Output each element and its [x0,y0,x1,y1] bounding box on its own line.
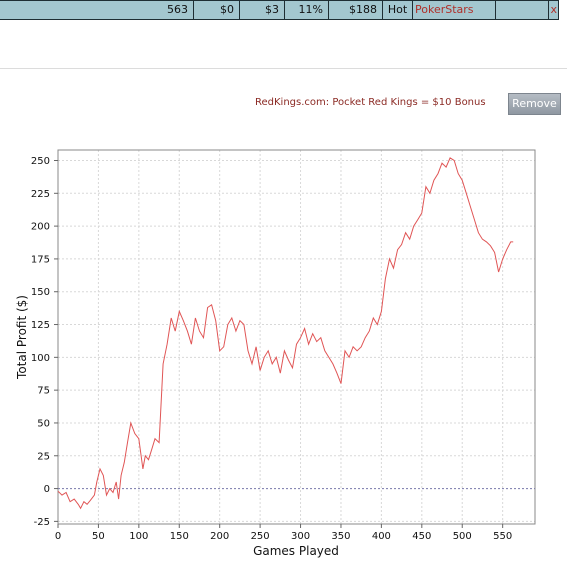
x-tick-label: 200 [210,531,229,542]
stats-cell-status: Hot [383,0,413,20]
stats-cell-games: 563 [137,0,194,20]
x-tick-label: 0 [55,531,61,542]
stats-cell-amount-1: $0 [194,0,240,20]
stats-cell-empty [496,0,549,20]
x-tick-label: 250 [251,531,270,542]
profit-series-line [57,157,514,510]
stats-cell-site-link[interactable]: PokerStars [413,0,496,20]
y-tick-label: 75 [37,386,50,397]
x-tick-label: 550 [493,531,512,542]
x-tick-label: 350 [331,531,350,542]
stats-cell-percent: 11% [285,0,329,20]
y-tick-label: 125 [31,320,50,331]
y-tick-label: 25 [37,451,50,462]
x-tick-label: 50 [92,531,105,542]
y-tick-label: 175 [31,254,50,265]
y-tick-label: -25 [34,517,50,528]
x-axis-ticks: 0 50 100 150 200 250 300 350 400 450 500 550 [55,524,512,542]
y-tick-label: 225 [31,189,50,200]
stats-cell-blank [0,0,139,20]
y-tick-label: 0 [44,484,50,495]
promo-link[interactable]: RedKings.com: Pocket Red Kings = $10 Bon… [255,97,486,108]
section-divider [0,68,567,69]
x-tick-label: 450 [412,531,431,542]
stats-cell-amount-2: $3 [240,0,285,20]
y-tick-label: 200 [31,222,50,233]
x-tick-label: 400 [372,531,391,542]
y-tick-label: 100 [31,353,50,364]
remove-button[interactable]: Remove [508,93,561,115]
y-tick-label: 150 [31,287,50,298]
x-tick-label: 150 [170,531,189,542]
chart-grid [58,150,535,524]
x-axis-label: Games Played [253,544,339,558]
x-tick-label: 100 [129,531,148,542]
stats-cell-close-link[interactable]: x [549,0,559,20]
plot-area-frame [57,149,536,525]
stats-cell-profit: $188 [329,0,383,20]
y-axis-ticks: -25 0 25 50 75 100 125 150 175 200 225 250 [31,156,58,528]
x-tick-label: 300 [291,531,310,542]
y-axis-label: Total Profit ($) [15,295,29,380]
y-tick-label: 50 [37,418,50,429]
y-tick-label: 250 [31,156,50,167]
x-tick-label: 500 [453,531,472,542]
profit-chart: 0 50 100 150 200 250 300 350 400 450 500 550 -25 0 25… [15,149,536,558]
